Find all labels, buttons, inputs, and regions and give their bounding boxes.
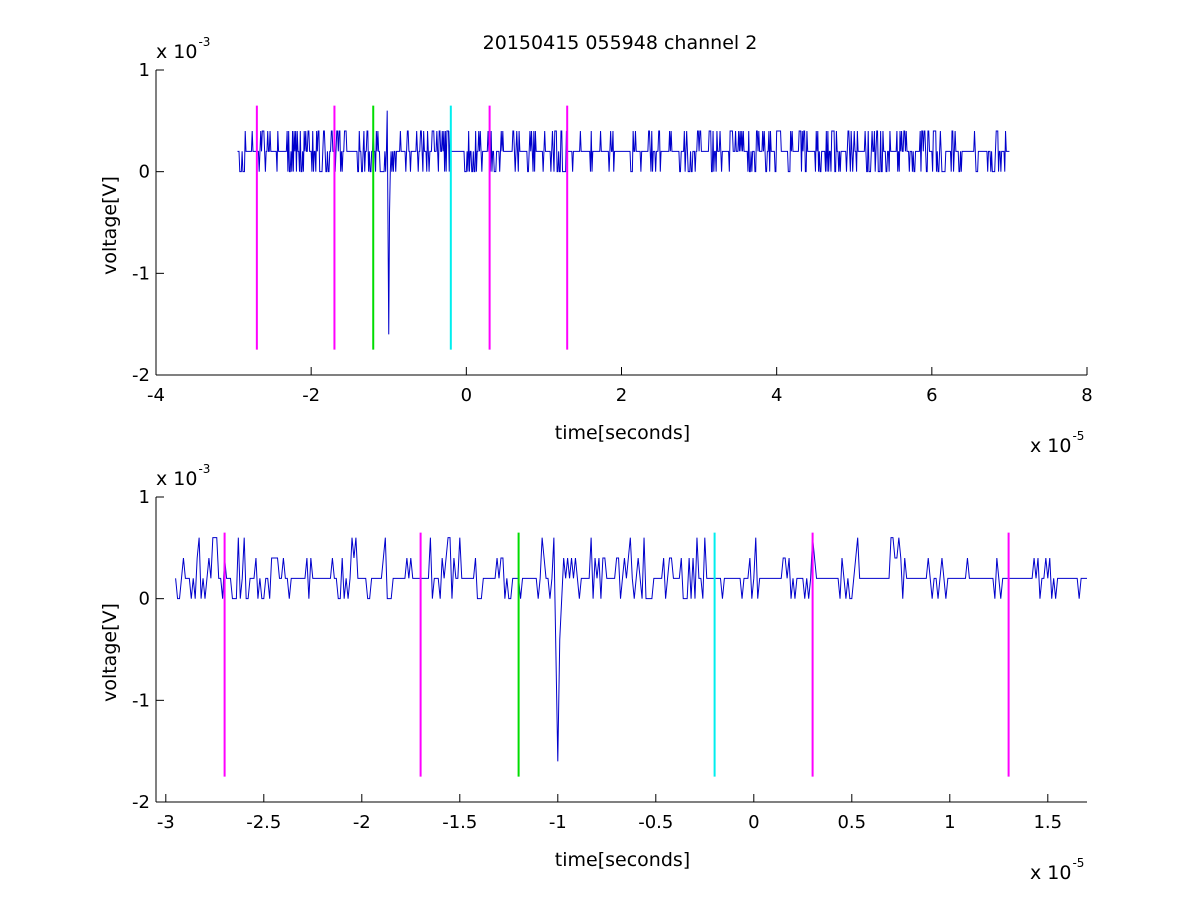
x-tick-label: 1 (944, 812, 955, 833)
x-tick-label: -2 (302, 385, 320, 406)
y-tick-label: -2 (132, 792, 150, 813)
top-plot: -4 -2 0 2 4 6 8-2-101time[seconds]voltage[V]x … (99, 35, 1093, 457)
y-tick-label: -2 (132, 365, 150, 386)
y-tick-label: 0 (139, 589, 150, 610)
x-tick-label: -1 (549, 812, 567, 833)
y-exponent-power: -3 (198, 35, 210, 49)
x-tick-label: 1.5 (1033, 812, 1062, 833)
x-tick-label: 4 (771, 385, 782, 406)
figure-title: 20150415 055948 channel 2 (483, 32, 758, 54)
x-exponent-base: x 10 (1030, 862, 1071, 884)
bottom-plot: -3 -2.5 -2 -1.5 -1 -0.5 0 0.5 1 1.5 -2 -1 0 1 time[sec… (99, 462, 1087, 884)
x-exponent-power: -5 (1072, 856, 1084, 870)
x-tick-label: -4 (147, 385, 165, 406)
x-exponent-base: x 10 (1030, 435, 1071, 457)
y-tick-label: -1 (132, 690, 150, 711)
x-tick-label: 0 (461, 385, 472, 406)
y-tick-label: 1 (139, 60, 150, 81)
signal-trace (175, 537, 1087, 762)
x-axis-label: time[seconds] (555, 849, 690, 871)
x-tick-label: -2.5 (246, 812, 281, 833)
x-tick-label: -3 (157, 812, 175, 833)
y-exponent-power: -3 (198, 462, 210, 476)
x-tick-label: -1.5 (442, 812, 477, 833)
y-axis-exponent: x 10-3 (156, 462, 210, 490)
x-tick-label: 8 (1081, 385, 1092, 406)
x-tick-label: 0 (748, 812, 759, 833)
signal-trace (237, 110, 1010, 335)
y-axis-label: voltage[V] (99, 603, 121, 702)
x-exponent-power: -5 (1072, 429, 1084, 443)
x-axis-exponent: x 10-5 (1030, 429, 1084, 457)
y-axis-exponent: x 10-3 (156, 35, 210, 63)
x-tick-label: 0.5 (837, 812, 866, 833)
x-tick-label: -0.5 (638, 812, 673, 833)
y-exponent-base: x 10 (156, 41, 197, 63)
x-tick-label: 2 (616, 385, 627, 406)
x-tick-label: 6 (926, 385, 937, 406)
y-axis-label: voltage[V] (99, 176, 121, 275)
y-tick-label: 0 (139, 162, 150, 183)
y-exponent-base: x 10 (156, 468, 197, 490)
x-tick-label: -2 (353, 812, 371, 833)
x-axis-exponent: x 10-5 (1030, 856, 1084, 884)
y-tick-label: 1 (139, 487, 150, 508)
y-tick-label: -1 (132, 263, 150, 284)
x-axis-label: time[seconds] (555, 422, 690, 444)
